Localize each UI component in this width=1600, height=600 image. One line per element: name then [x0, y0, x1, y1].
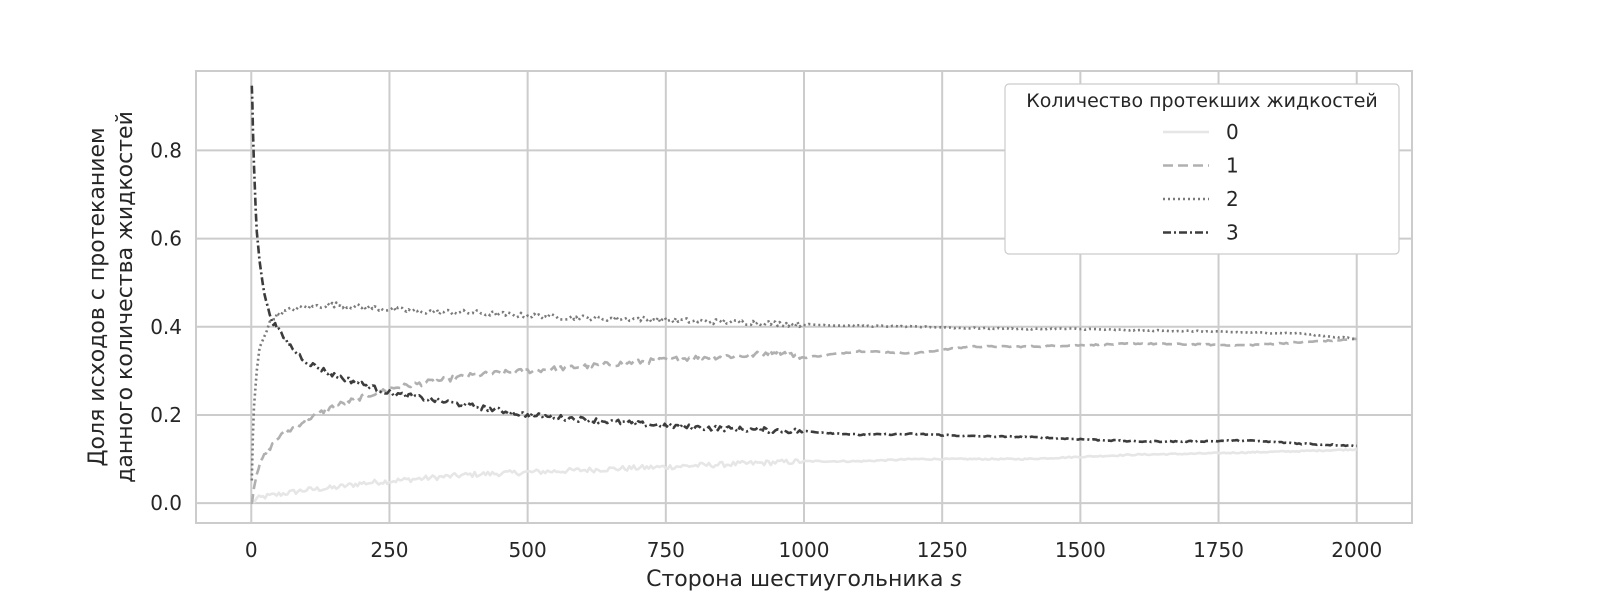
x-tick-label: 0	[245, 538, 258, 562]
x-tick-label: 1750	[1193, 538, 1244, 562]
x-tick-label: 1000	[779, 538, 830, 562]
y-axis-title: Доля исходов с протеканием данного колич…	[85, 111, 138, 483]
series-line-2	[250, 301, 1357, 481]
legend: Количество протекших жидкостей 0 1 2 3	[1004, 83, 1400, 255]
legend-label-1: 1	[1226, 154, 1239, 178]
x-tick-label: 500	[509, 538, 547, 562]
x-tick-label: 250	[370, 538, 408, 562]
y-axis-title-line-2: данного количества жидкостей	[113, 111, 138, 483]
x-tick-label: 1250	[917, 538, 968, 562]
legend-label-2: 2	[1226, 187, 1239, 211]
x-tick-label: 2000	[1331, 538, 1382, 562]
x-axis-title: Сторона шестиугольника s	[646, 567, 962, 592]
plot-frame	[195, 70, 1413, 524]
y-tick-label: 0.2	[150, 403, 182, 427]
series-line-1	[250, 337, 1357, 505]
legend-label-3: 3	[1226, 221, 1239, 245]
y-tick-label: 0.8	[150, 138, 182, 162]
series-layer	[250, 85, 1357, 505]
x-tick-label: 750	[647, 538, 685, 562]
legend-title: Количество протекших жидкостей	[1026, 90, 1378, 112]
y-axis-title-line-1: Доля исходов с протеканием	[85, 127, 110, 466]
y-tick-label: 0.6	[150, 227, 182, 251]
series-line-0	[251, 448, 1357, 504]
y-tick-labels: 0.0 0.2 0.4 0.6 0.8	[150, 138, 182, 515]
legend-box	[1004, 83, 1400, 255]
legend-entries: 0 1 2 3	[1163, 120, 1239, 245]
x-axis-title-text: Сторона шестиугольника	[646, 567, 943, 592]
x-tick-label: 1500	[1055, 538, 1106, 562]
series-line-3	[250, 85, 1357, 448]
legend-label-0: 0	[1226, 120, 1239, 144]
x-tick-labels: 0 250 500 750 1000 1250 1500 1750 2000	[245, 538, 1382, 562]
y-tick-label: 0.0	[150, 491, 182, 515]
y-tick-label: 0.4	[150, 315, 182, 339]
x-axis-variable: s	[950, 567, 961, 592]
